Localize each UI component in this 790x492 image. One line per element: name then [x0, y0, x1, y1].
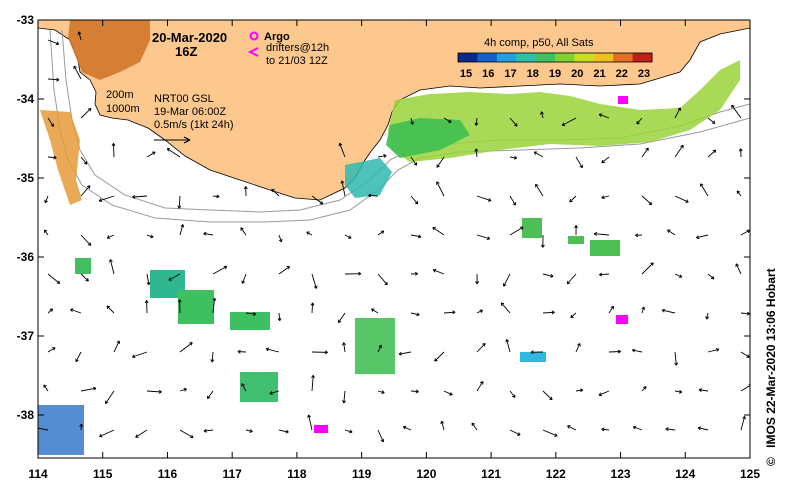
map-date: 20-Mar-2020	[152, 30, 227, 45]
colorbar-segment	[632, 53, 653, 62]
sst-patch	[178, 290, 214, 324]
y-tick-label: -33	[17, 13, 35, 27]
sst-west-coast	[40, 110, 82, 205]
y-tick-label: -38	[17, 408, 35, 422]
colorbar-ticks: 15 16 17 18 19 20 21 22 23	[460, 68, 650, 80]
colorbar-segment	[555, 53, 575, 62]
map-hour: 16Z	[175, 44, 197, 59]
argo-float	[616, 315, 628, 324]
scale-arrow	[154, 136, 191, 144]
sst-patch	[240, 372, 278, 402]
argo-float	[618, 96, 628, 104]
x-tick-label: 114	[28, 467, 48, 481]
y-tick-label: -36	[17, 250, 35, 264]
x-tick-label: 117	[223, 467, 243, 481]
drifter-icon	[247, 47, 259, 57]
drifters-line2: to 21/03 12Z	[266, 55, 328, 67]
x-tick-label: 119	[352, 467, 372, 481]
sst-patch	[230, 312, 270, 330]
credit-text: IMOS 22-Mar-2020 13:06 Hobart	[764, 268, 778, 447]
x-tick-label: 120	[416, 467, 436, 481]
colorbar-tick-label: 19	[549, 68, 561, 80]
sst-southwest-cyan	[345, 158, 392, 198]
y-axis: -33 -34 -35 -36 -37 -38	[17, 13, 750, 422]
colorbar-segment	[477, 53, 498, 62]
colorbar-segment	[496, 53, 517, 62]
credit-block: © IMOS 22-Mar-2020 13:06 Hobart	[757, 230, 781, 470]
sst-coastal-band	[388, 60, 740, 162]
argo-icon	[249, 31, 259, 41]
copyright-symbol: ©	[764, 457, 778, 466]
y-tick-label: -34	[17, 92, 35, 106]
argo-label: Argo	[264, 31, 290, 43]
x-tick-label: 123	[611, 467, 631, 481]
colorbar-segment	[458, 53, 478, 62]
plot-frame	[37, 19, 751, 459]
colorbar-segment	[574, 53, 595, 62]
colorbar-tick-label: 22	[616, 68, 628, 80]
sst-patch	[38, 405, 84, 455]
x-axis: 114 115 116 117 118 119 120 121 122 123 124 125	[28, 20, 760, 481]
sst-patch	[520, 352, 546, 362]
model-time: 19-Mar 06:00Z	[154, 106, 226, 118]
colorbar-segment	[613, 53, 634, 62]
colorbar	[457, 52, 653, 63]
colorbar-title: 4h comp, p50, All Sats	[484, 37, 594, 49]
argo-float	[314, 425, 328, 433]
svg-text:© IMOS 22-Mar-2020 13:06: © IMOS 22-Mar-2020 13:06 Hobart	[764, 268, 778, 466]
x-tick-label: 116	[158, 467, 178, 481]
colorbar-tick-label: 23	[638, 68, 650, 80]
scale-label: 0.5m/s (1kt 24h)	[154, 119, 233, 131]
drifters-line1: drifters@12h	[266, 42, 329, 54]
x-tick-label: 122	[546, 467, 566, 481]
sst-patch	[568, 236, 584, 244]
colorbar-tick-label: 18	[527, 68, 539, 80]
sst-patch	[355, 318, 395, 374]
y-tick-label: -35	[17, 171, 35, 185]
colorbar-tick-label: 20	[571, 68, 583, 80]
colorbar-tick-label: 16	[482, 68, 494, 80]
x-tick-label: 121	[481, 467, 501, 481]
contour-1000m-label: 1000m	[106, 103, 140, 115]
colorbar-tick-label: 21	[593, 68, 605, 80]
colorbar-segment	[516, 53, 537, 62]
sst-patch	[590, 240, 620, 256]
colorbar-segment	[535, 53, 556, 62]
model-name: NRT00 GSL	[154, 93, 214, 105]
x-tick-label: 115	[93, 467, 113, 481]
current-vectors	[38, 31, 750, 443]
sst-patch	[522, 218, 542, 238]
x-tick-label: 118	[287, 467, 307, 481]
sst-patch-northwest	[68, 20, 150, 80]
y-tick-label: -37	[17, 329, 35, 343]
sst-patch	[75, 258, 91, 274]
colorbar-tick-label: 17	[504, 68, 516, 80]
sst-coastal-green	[386, 118, 470, 158]
colorbar-tick-label: 15	[460, 68, 472, 80]
x-tick-label: 124	[675, 467, 695, 481]
colorbar-segment	[593, 53, 614, 62]
contour-200m-label: 200m	[106, 89, 134, 101]
x-tick-label: 125	[740, 467, 760, 481]
